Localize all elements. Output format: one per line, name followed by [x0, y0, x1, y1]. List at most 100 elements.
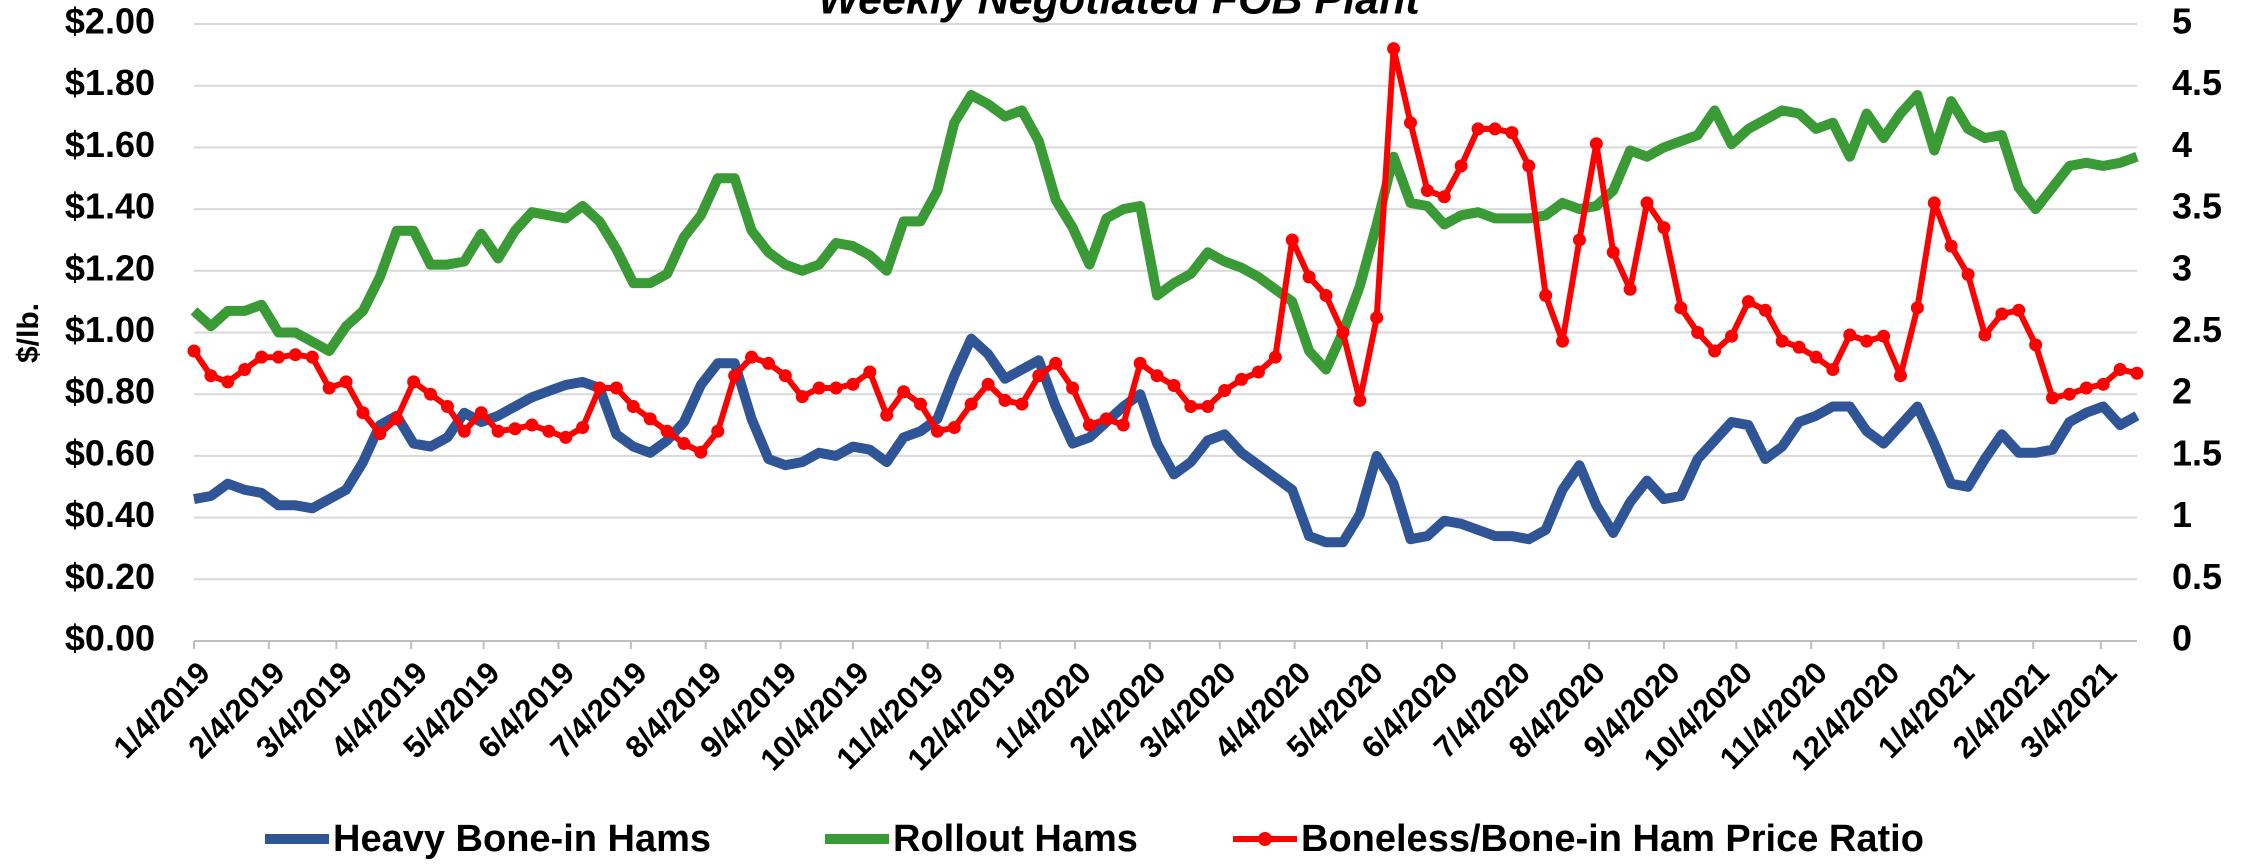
point-marker	[1708, 344, 1722, 358]
point-marker	[1099, 412, 1113, 426]
point-marker	[424, 387, 438, 401]
point-marker	[1556, 334, 1570, 348]
point-marker	[677, 437, 691, 451]
point-marker	[1944, 239, 1958, 253]
point-marker	[1032, 369, 1046, 383]
point-marker	[1116, 418, 1130, 432]
point-marker	[846, 377, 860, 391]
y2-tick-label: 5	[2172, 1, 2192, 42]
point-marker	[187, 344, 201, 358]
y-tick-label: $0.40	[65, 494, 155, 535]
point-marker	[1082, 418, 1096, 432]
point-marker	[1184, 400, 1198, 414]
y-tick-label: $2.00	[65, 1, 155, 42]
point-marker	[1251, 365, 1265, 379]
legend-label: Boneless/Bone-in Ham Price Ratio	[1301, 818, 1924, 860]
point-marker	[1589, 137, 1603, 151]
point-marker	[204, 369, 218, 383]
point-marker	[542, 424, 556, 438]
point-marker	[930, 424, 944, 438]
point-marker	[1488, 122, 1502, 136]
point-marker	[1674, 301, 1688, 315]
point-marker	[1201, 400, 1215, 414]
point-marker	[305, 350, 319, 364]
point-marker	[1049, 356, 1063, 370]
point-marker	[694, 445, 708, 459]
y-tick-label: $0.60	[65, 432, 155, 473]
point-marker	[1606, 245, 1620, 259]
y2-tick-label: 1	[2172, 494, 2192, 535]
point-marker	[863, 365, 877, 379]
point-marker	[508, 422, 522, 436]
point-marker	[2062, 387, 2076, 401]
point-marker	[474, 406, 488, 420]
point-marker	[1623, 282, 1637, 296]
point-marker	[1758, 303, 1772, 317]
y-tick-label: $1.20	[65, 247, 155, 288]
point-marker	[255, 350, 269, 364]
point-marker	[998, 393, 1012, 407]
point-marker	[1927, 196, 1941, 210]
point-marker	[2046, 391, 2060, 405]
series-line	[190, 90, 2139, 375]
y2-tick-label: 4.5	[2172, 62, 2222, 103]
point-marker	[1877, 329, 1891, 343]
legend-label: Rollout Hams	[893, 818, 1138, 860]
point-marker	[711, 424, 725, 438]
point-marker	[745, 350, 759, 364]
point-marker	[525, 418, 539, 432]
point-marker	[1235, 372, 1249, 386]
point-marker	[981, 377, 995, 391]
point-marker	[271, 350, 285, 364]
point-marker	[660, 424, 674, 438]
point-marker	[576, 421, 590, 435]
point-marker	[288, 348, 302, 362]
y2-tick-label: 3.5	[2172, 186, 2222, 227]
point-marker	[322, 381, 336, 395]
point-marker	[238, 363, 252, 377]
point-marker	[643, 412, 657, 426]
point-marker	[1015, 397, 1029, 411]
point-marker	[1268, 350, 1282, 364]
point-marker	[914, 397, 928, 411]
point-marker	[795, 390, 809, 404]
point-marker	[897, 385, 911, 399]
point-marker	[626, 400, 640, 414]
point-marker	[390, 412, 404, 426]
y2-tick-label: 2	[2172, 371, 2192, 412]
legend-label: Heavy Bone-in Hams	[333, 818, 711, 860]
point-marker	[1218, 383, 1232, 397]
point-marker	[1826, 363, 1840, 377]
point-marker	[1978, 328, 1992, 342]
point-marker	[1893, 369, 1907, 383]
point-marker	[728, 369, 742, 383]
point-marker	[1640, 196, 1654, 210]
legend-marker	[1258, 832, 1272, 846]
point-marker	[1741, 295, 1755, 309]
point-marker	[761, 356, 775, 370]
point-marker	[592, 381, 606, 395]
y2-tick-label: 3	[2172, 247, 2192, 288]
point-marker	[1285, 233, 1299, 247]
point-marker	[1150, 369, 1164, 383]
point-marker	[1336, 326, 1350, 339]
point-marker	[812, 381, 826, 395]
y-tick-label: $1.80	[65, 62, 155, 103]
y-tick-label: $1.60	[65, 124, 155, 165]
point-marker	[1572, 233, 1586, 247]
y2-tick-label: 0.5	[2172, 556, 2222, 597]
point-marker	[2113, 363, 2127, 377]
point-marker	[829, 381, 843, 395]
point-marker	[356, 406, 370, 420]
point-marker	[559, 430, 573, 444]
point-marker	[1843, 328, 1857, 342]
y-tick-label: $0.20	[65, 556, 155, 597]
point-marker	[1420, 184, 1434, 198]
point-marker	[1539, 288, 1553, 302]
point-marker	[947, 421, 961, 435]
point-marker	[964, 397, 978, 411]
point-marker	[1691, 326, 1705, 339]
point-marker	[1353, 393, 1367, 407]
